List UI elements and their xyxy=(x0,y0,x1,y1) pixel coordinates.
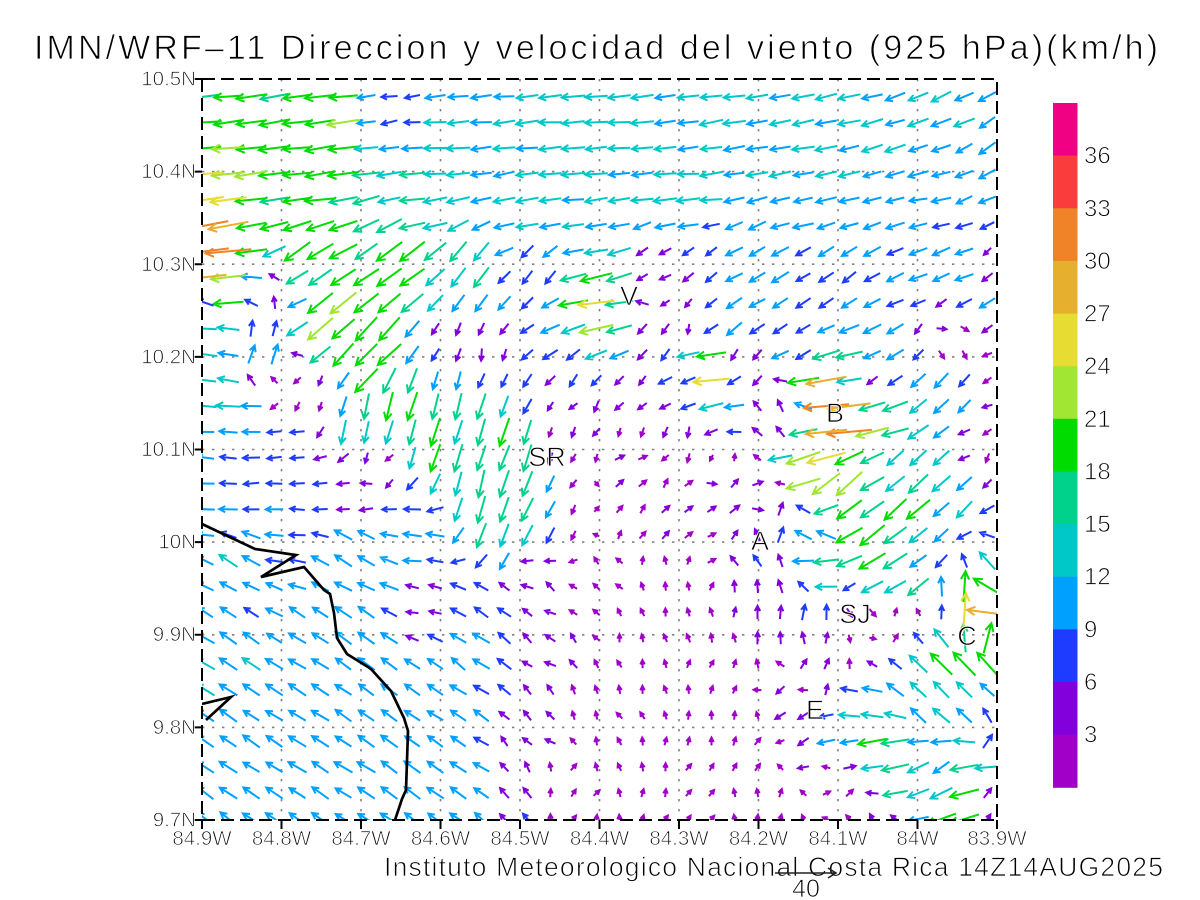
svg-text:10.5N: 10.5N xyxy=(141,68,196,91)
svg-text:24: 24 xyxy=(1084,353,1111,380)
svg-text:10.4N: 10.4N xyxy=(141,160,196,183)
svg-text:10.2N: 10.2N xyxy=(141,345,196,368)
svg-text:40: 40 xyxy=(792,875,820,900)
svg-text:84.1W: 84.1W xyxy=(808,827,868,850)
svg-text:84.5W: 84.5W xyxy=(490,827,550,850)
svg-text:84.7W: 84.7W xyxy=(331,827,391,850)
svg-text:84.9W: 84.9W xyxy=(172,827,232,850)
svg-text:10.1N: 10.1N xyxy=(141,438,196,461)
svg-text:10.3N: 10.3N xyxy=(141,253,196,276)
svg-text:18: 18 xyxy=(1084,459,1111,486)
svg-text:84.4W: 84.4W xyxy=(570,827,630,850)
svg-text:12: 12 xyxy=(1084,564,1111,591)
svg-text:21: 21 xyxy=(1084,406,1111,433)
svg-text:IMN/WRF–11 Direccion y velocid: IMN/WRF–11 Direccion y velocidad del vie… xyxy=(34,29,1161,67)
svg-text:9.7N: 9.7N xyxy=(153,809,196,832)
svg-text:84.2W: 84.2W xyxy=(729,827,789,850)
svg-text:3: 3 xyxy=(1084,722,1097,749)
svg-text:84.6W: 84.6W xyxy=(411,827,471,850)
svg-text:9.8N: 9.8N xyxy=(153,716,196,739)
svg-text:84.3W: 84.3W xyxy=(649,827,709,850)
svg-text:V: V xyxy=(620,281,638,311)
svg-text:6: 6 xyxy=(1084,669,1097,696)
svg-text:A: A xyxy=(751,526,769,556)
svg-text:83.9W: 83.9W xyxy=(967,827,1027,850)
svg-text:15: 15 xyxy=(1084,511,1111,538)
svg-text:9.9N: 9.9N xyxy=(153,623,196,646)
svg-text:84.8W: 84.8W xyxy=(252,827,312,850)
svg-text:C: C xyxy=(957,621,977,651)
svg-text:Instituto Meteorologico Nacion: Instituto Meteorologico Nacional Costa R… xyxy=(384,852,1164,882)
svg-text:30: 30 xyxy=(1084,248,1111,275)
svg-text:84W: 84W xyxy=(896,827,939,850)
svg-text:27: 27 xyxy=(1084,301,1111,328)
svg-text:36: 36 xyxy=(1084,143,1111,170)
svg-text:E: E xyxy=(806,695,824,725)
svg-text:SJ: SJ xyxy=(839,599,871,629)
svg-text:9: 9 xyxy=(1084,616,1097,643)
svg-text:10N: 10N xyxy=(158,531,196,554)
svg-text:SR: SR xyxy=(528,442,566,472)
svg-text:33: 33 xyxy=(1084,195,1111,222)
svg-text:B: B xyxy=(826,398,844,428)
